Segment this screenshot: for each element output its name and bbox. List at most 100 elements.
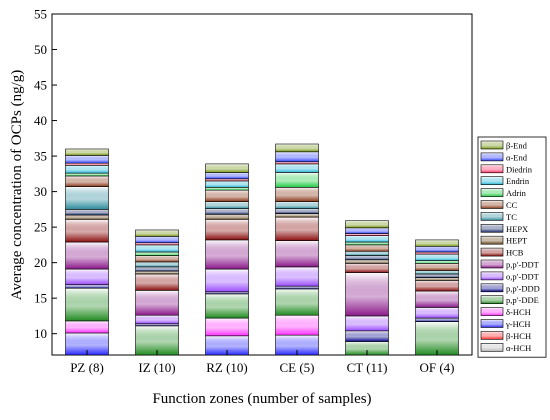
legend-label: p,p′-DDE <box>506 295 539 305</box>
bar-segment <box>135 266 179 272</box>
bar-segment <box>345 263 389 273</box>
bar-segment <box>275 314 319 336</box>
bar-segment <box>415 273 459 278</box>
bar-segment <box>205 163 249 173</box>
y-tick-label: 15 <box>34 291 47 306</box>
legend-label: HEPX <box>506 224 528 234</box>
legend-label: Diedrin <box>506 164 533 174</box>
y-tick-label: 55 <box>34 7 47 22</box>
legend-label: Endrin <box>506 176 530 186</box>
bar-segment <box>65 162 109 166</box>
y-tick-label: 40 <box>34 113 47 128</box>
y-tick-label: 30 <box>34 184 47 199</box>
legend-label: HEPT <box>506 236 528 246</box>
bar-segment <box>135 242 179 246</box>
bar-segment <box>415 307 459 319</box>
bar-segment <box>65 219 109 243</box>
x-tick-label: IZ (10) <box>138 360 175 375</box>
bar-segment <box>345 259 389 264</box>
bar-segment <box>65 155 109 164</box>
bar-segment <box>135 251 179 256</box>
legend-label: p,p′-DDD <box>506 283 540 293</box>
bar-segment <box>65 320 109 334</box>
bar-segment <box>65 241 109 270</box>
bar-segment <box>345 272 389 317</box>
bar-segment <box>415 253 459 261</box>
legend-swatch <box>480 319 504 328</box>
bar-segment <box>65 148 109 156</box>
bar-segment <box>345 235 389 243</box>
bar-segment <box>415 246 459 253</box>
bar-segment <box>205 214 249 220</box>
bar-segment <box>275 288 319 316</box>
bar-segment <box>275 161 319 165</box>
bar-segment <box>205 293 249 319</box>
legend-swatch <box>480 224 504 233</box>
legend-swatch <box>480 140 504 150</box>
x-tick-label: RZ (10) <box>206 360 248 375</box>
bar-segment <box>135 255 179 263</box>
bar-segment <box>275 266 319 287</box>
y-tick-label: 45 <box>34 78 47 93</box>
bar-segment <box>65 287 109 322</box>
bar-segment <box>275 213 319 218</box>
legend-label: δ-HCH <box>506 307 531 317</box>
bar-segment <box>135 244 179 253</box>
y-axis: 10 15 20 25 30 35 40 45 50 55 <box>34 7 57 341</box>
bar-segment <box>205 239 249 270</box>
y-tick-label: 10 <box>34 326 47 341</box>
bar-segment <box>275 143 319 153</box>
bar-segment <box>345 315 389 332</box>
legend-label: TC <box>506 212 517 222</box>
bar-segment <box>65 175 109 187</box>
bar-segment <box>205 172 249 180</box>
y-tick-label: 25 <box>34 220 47 235</box>
bar-segment <box>65 284 109 289</box>
legend-label: α-End <box>506 152 528 162</box>
legend-swatch <box>480 331 504 340</box>
y-tick-label: 50 <box>34 42 47 57</box>
bar-segment <box>135 290 179 316</box>
bar-segment <box>205 187 249 191</box>
bar-segment <box>415 260 459 264</box>
bar-segment <box>415 290 459 308</box>
bar-segment <box>345 220 389 229</box>
bar-segment <box>415 277 459 281</box>
x-tick-label: PZ (8) <box>70 360 104 375</box>
bar-segment <box>135 236 179 244</box>
y-tick-label: 20 <box>34 255 47 270</box>
bar-segment <box>345 241 389 246</box>
bar-segment <box>345 227 389 234</box>
bar-segment <box>345 233 389 236</box>
legend-swatch <box>480 235 504 245</box>
bar-segment <box>415 317 459 322</box>
legend-swatch <box>480 164 504 174</box>
legend-label: Adrin <box>506 188 527 198</box>
bar-segment <box>205 178 249 182</box>
bar-segment <box>345 255 389 261</box>
legend-swatch <box>480 176 504 185</box>
legend-swatch <box>480 188 504 197</box>
bar-segment <box>345 250 389 256</box>
bar-segment <box>205 317 249 337</box>
bar-segment <box>275 201 319 209</box>
bar-segment <box>65 209 109 216</box>
plot-frame <box>51 13 473 356</box>
bar-segment <box>275 163 319 173</box>
bar-segment <box>415 280 459 292</box>
bar-segment <box>345 330 389 342</box>
bar-segment <box>65 214 109 220</box>
bar-segment <box>135 314 179 325</box>
legend-swatch <box>480 307 504 316</box>
bar-segment <box>415 239 459 247</box>
bar-segment <box>205 268 249 293</box>
bar-segment <box>205 219 249 241</box>
x-tick-label: CT (11) <box>347 360 388 375</box>
y-tick-label: 35 <box>34 149 47 164</box>
legend-swatch <box>480 259 504 269</box>
legend-swatch <box>480 212 504 221</box>
bar-segment <box>275 151 319 163</box>
